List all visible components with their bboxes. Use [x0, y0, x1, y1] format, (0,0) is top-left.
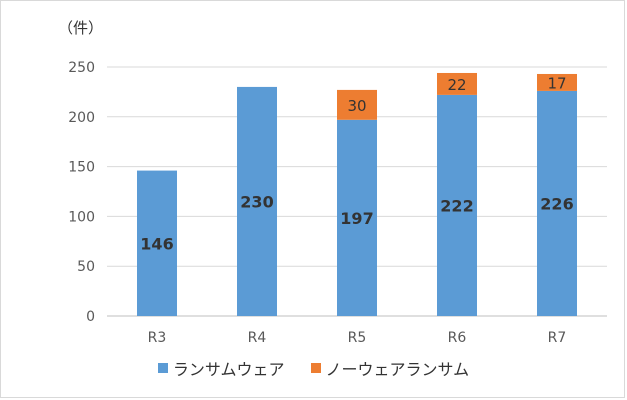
data-label: 230: [240, 192, 273, 211]
y-tick-label: 150: [68, 160, 95, 176]
y-tick-label: 200: [68, 110, 95, 126]
x-axis-ticks: R3 R4 R5 R6 R7: [148, 330, 567, 346]
y-unit-label: （件）: [58, 19, 103, 37]
legend: ランサムウェア ノーウェアランサム: [0, 356, 627, 380]
legend-label-noware-ransom: ノーウェアランサム: [325, 360, 470, 379]
data-label: 197: [340, 209, 373, 228]
y-axis-ticks: 0 50 100 150 200 250: [68, 60, 95, 325]
legend-swatch-noware-ransom: [310, 363, 321, 373]
data-label: 226: [540, 194, 573, 213]
bar-ransomware: [237, 86, 277, 316]
legend-item-noware-ransom: ノーウェアランサム: [310, 356, 470, 380]
x-tick-label: R4: [248, 330, 267, 346]
bar-ransomware: [137, 170, 177, 316]
x-tick-label: R6: [448, 330, 467, 346]
bar-noware-ransom: [537, 73, 577, 91]
y-tick-label: 0: [86, 309, 95, 325]
data-label: 222: [440, 196, 473, 215]
x-tick-label: R7: [548, 330, 567, 346]
x-tick-label: R5: [348, 330, 367, 346]
legend-label-ransomware: ランサムウェア: [172, 360, 285, 379]
bar-ransomware: [537, 90, 577, 317]
legend-swatch-ransomware: [157, 363, 168, 373]
y-tick-label: 250: [68, 60, 95, 76]
data-label: 22: [447, 76, 466, 94]
y-tick-label: 100: [68, 209, 95, 225]
bar-noware-ransom: [337, 89, 377, 120]
data-label: 146: [140, 234, 173, 253]
bars: [137, 72, 577, 317]
data-label: 17: [547, 74, 566, 92]
x-tick-label: R3: [148, 330, 167, 346]
legend-item-ransomware: ランサムウェア: [157, 356, 285, 380]
data-label: 30: [347, 97, 366, 115]
gridlines: [107, 66, 607, 317]
y-tick-label: 50: [77, 259, 95, 275]
bar-noware-ransom: [437, 72, 477, 95]
bar-ransomware: [437, 94, 477, 316]
bar-ransomware: [337, 119, 377, 317]
